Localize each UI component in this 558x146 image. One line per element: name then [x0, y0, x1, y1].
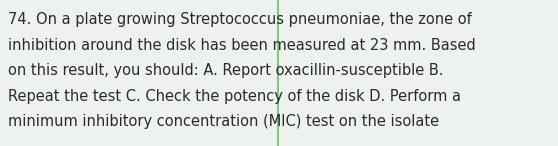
Text: inhibition around the disk has been measured at 23 mm. Based: inhibition around the disk has been meas… [8, 38, 476, 53]
Text: on this result, you should: A. Report oxacillin-susceptible B.: on this result, you should: A. Report ox… [8, 63, 444, 78]
Text: 74. On a plate growing Streptococcus pneumoniae, the zone of: 74. On a plate growing Streptococcus pne… [8, 12, 472, 27]
Text: minimum inhibitory concentration (MIC) test on the isolate: minimum inhibitory concentration (MIC) t… [8, 114, 439, 129]
Text: Repeat the test C. Check the potency of the disk D. Perform a: Repeat the test C. Check the potency of … [8, 88, 461, 104]
